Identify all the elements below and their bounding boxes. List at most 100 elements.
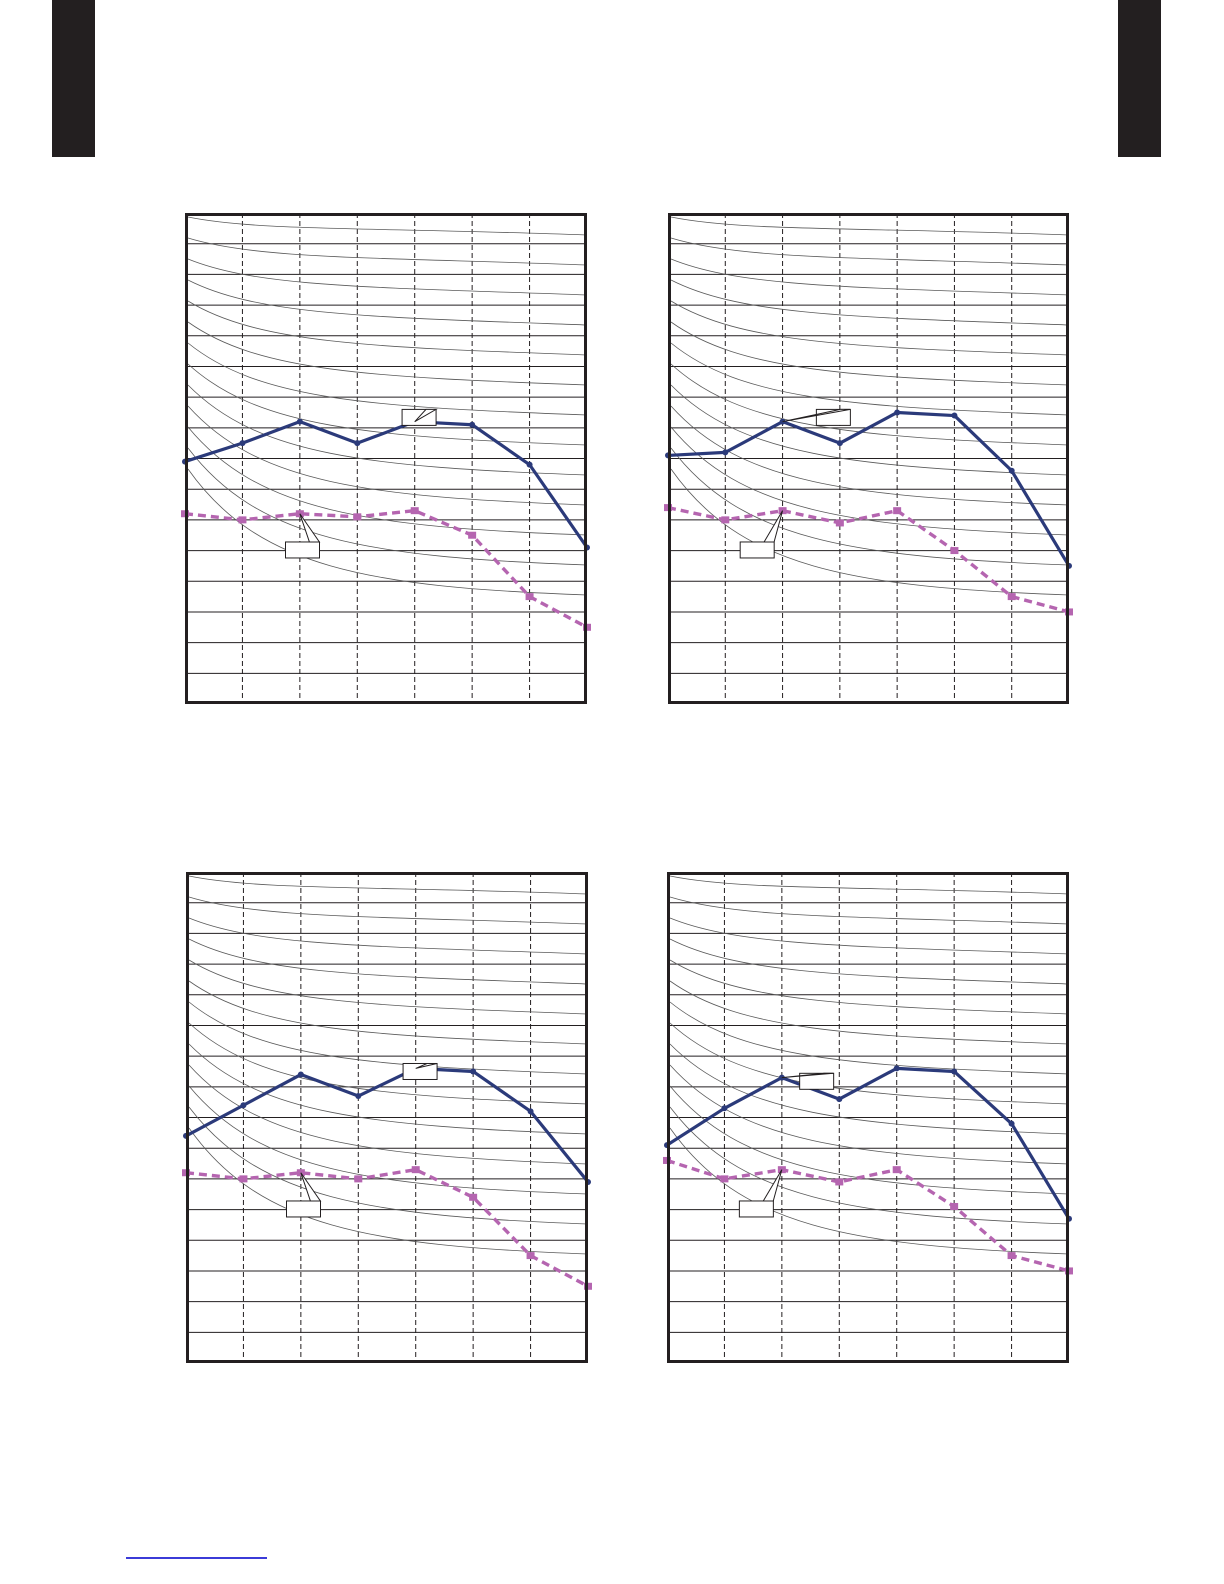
reference-curve: [670, 216, 1070, 236]
reference-curve: [670, 405, 1070, 506]
series-point-solid: [1008, 1120, 1015, 1127]
reference-curve: [670, 447, 1070, 566]
series-point-dashed: [1007, 1252, 1016, 1260]
callout-pointer: [299, 513, 321, 543]
series-point-dashed: [835, 1178, 844, 1186]
series-line-solid: [185, 1066, 590, 1183]
series-line-solid: [184, 420, 589, 549]
series-point-dashed: [1007, 593, 1016, 601]
callout-speech-callout-icon: [782, 408, 851, 426]
chart-top-left: [181, 213, 591, 704]
series-point-dashed: [892, 1166, 901, 1174]
reference-curve: [188, 1022, 589, 1105]
reference-curve: [188, 896, 589, 925]
series-point-solid: [355, 1093, 362, 1100]
callout-pointer: [300, 1172, 322, 1202]
callout-speech-callout-icon: [286, 1172, 322, 1218]
series-point-solid: [296, 418, 303, 425]
series-point-dashed: [410, 507, 419, 515]
reference-curve: [187, 384, 588, 476]
callout-box: [402, 1062, 438, 1080]
series-point-solid: [240, 1102, 247, 1109]
chart-frame: [186, 872, 588, 1363]
reference-curve: [669, 938, 1070, 985]
reference-curve: [670, 363, 1070, 446]
reference-curve: [670, 342, 1070, 416]
reference-curve: [187, 216, 588, 236]
reference-curve: [669, 980, 1070, 1045]
reference-curve: [187, 237, 588, 266]
reference-curve: [188, 875, 589, 895]
chart-frame: [667, 872, 1069, 1363]
reference-curve: [669, 896, 1070, 925]
chart-plot: [664, 213, 1073, 704]
chart-bottom-left: [182, 872, 592, 1363]
reference-curve: [187, 405, 588, 506]
reference-curve: [670, 258, 1070, 296]
chart-plot: [181, 213, 591, 704]
reference-curve: [670, 321, 1070, 386]
page-edge-tab-left: [52, 0, 95, 157]
reference-curve: [187, 468, 588, 596]
callout-pointer: [415, 1062, 438, 1069]
series-point-dashed: [720, 1175, 729, 1183]
series-point-solid: [470, 1068, 477, 1075]
series-point-dashed: [239, 1175, 248, 1183]
reference-curve: [669, 1127, 1070, 1255]
callout-box: [286, 1200, 321, 1218]
callout-speech-callout-icon: [401, 408, 438, 426]
reference-curve: [188, 1127, 589, 1255]
series-point-solid: [951, 412, 958, 419]
series-point-solid: [469, 421, 476, 428]
reference-curve: [670, 237, 1070, 266]
series-point-dashed: [468, 531, 477, 539]
series-line-dashed: [184, 508, 588, 629]
series-point-solid: [527, 1108, 534, 1115]
series-point-solid: [836, 440, 843, 447]
reference-curve: [669, 875, 1070, 895]
chart-plot: [182, 872, 592, 1363]
callout-box: [285, 541, 320, 559]
series-line-solid: [666, 1066, 1071, 1220]
series-point-dashed: [526, 1252, 535, 1260]
callout-speech-callout-icon: [738, 1169, 783, 1218]
series-point-dashed: [525, 593, 534, 601]
series-point-dashed: [950, 1202, 959, 1210]
series-point-dashed: [354, 1175, 363, 1183]
reference-curve: [187, 342, 588, 416]
page-edge-tab-right: [1118, 0, 1161, 157]
reference-curve: [670, 300, 1070, 356]
reference-curve: [188, 959, 589, 1015]
chart-plot: [663, 872, 1073, 1363]
callout-speech-callout-icon: [739, 510, 784, 559]
reference-curve: [187, 258, 588, 296]
reference-curve: [669, 1085, 1070, 1195]
footer-rule: [126, 1557, 267, 1559]
series-point-solid: [722, 449, 729, 456]
chart-frame: [185, 213, 587, 704]
reference-curve: [187, 321, 588, 386]
callout-pointer: [763, 510, 784, 543]
reference-curve: [187, 300, 588, 356]
reference-curve: [670, 279, 1070, 326]
callout-pointer: [781, 1072, 834, 1079]
reference-curve: [188, 1043, 589, 1135]
series-point-dashed: [353, 513, 362, 521]
callout-box: [739, 541, 775, 559]
series-point-dashed: [469, 1193, 478, 1201]
callout-box: [738, 1200, 774, 1218]
reference-curve: [670, 384, 1070, 476]
reference-curve: [669, 1064, 1070, 1165]
callout-box: [799, 1072, 835, 1090]
series-point-solid: [894, 409, 901, 416]
callout-speech-callout-icon: [285, 513, 321, 559]
series-point-dashed: [238, 516, 247, 524]
chart-top-right: [664, 213, 1073, 704]
series-point-solid: [778, 1074, 785, 1081]
series-point-solid: [526, 461, 533, 468]
series-line-solid: [667, 410, 1071, 567]
reference-curve: [188, 938, 589, 985]
reference-curve: [188, 980, 589, 1045]
reference-curve: [669, 959, 1070, 1015]
callout-pointer: [414, 408, 438, 423]
